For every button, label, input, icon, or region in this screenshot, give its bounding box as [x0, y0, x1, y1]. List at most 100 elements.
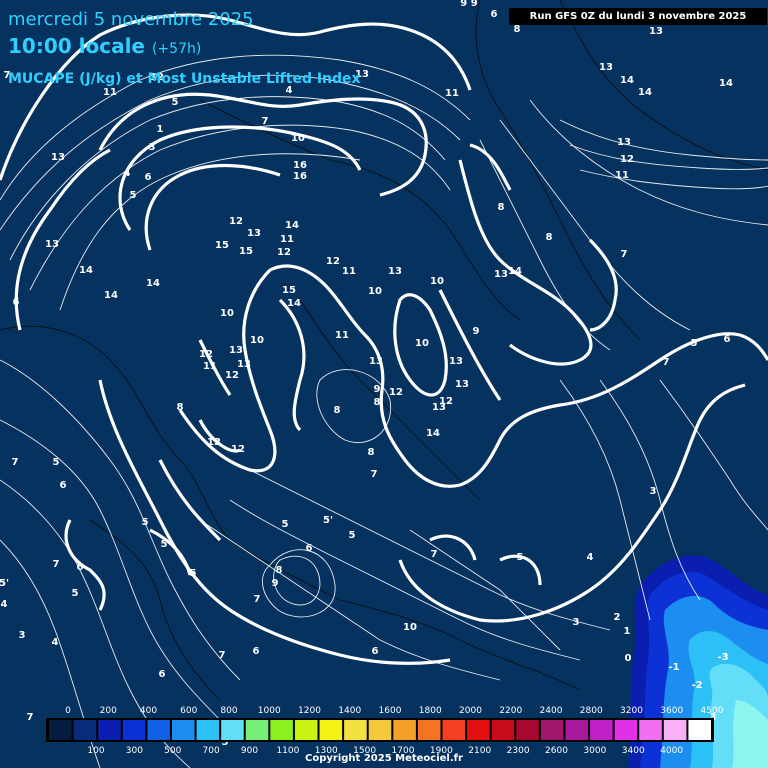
- legend-swatch: [98, 720, 121, 740]
- contour-label: 7: [371, 469, 378, 480]
- contour-label: 7: [621, 249, 628, 260]
- legend-top-label: 1600: [379, 706, 402, 716]
- contour-label: 13: [617, 137, 631, 148]
- contour-label: 11: [103, 87, 117, 98]
- contour-label: 3: [19, 630, 26, 641]
- contour-label: 15: [282, 285, 296, 296]
- contour-label: 9: [272, 578, 279, 589]
- contour-label: 13: [369, 356, 383, 367]
- contour-label: 5: [282, 519, 289, 530]
- contour-label: 16: [293, 171, 307, 182]
- contour-label: 13: [388, 266, 402, 277]
- legend-bottom-label: 300: [126, 746, 143, 756]
- contour-label: 6: [60, 480, 67, 491]
- legend-bottom-label: 2300: [507, 746, 530, 756]
- legend-top-label: 800: [220, 706, 237, 716]
- contour-label: 7: [262, 116, 269, 127]
- legend-swatch: [147, 720, 170, 740]
- contour-label: 5: [190, 568, 197, 579]
- contour-label: 10: [430, 276, 444, 287]
- contour-label: 14: [426, 428, 440, 439]
- legend-top-label: 200: [100, 706, 117, 716]
- legend-swatch: [417, 720, 441, 740]
- contour-label: 5: [349, 530, 356, 541]
- contour-label: 12: [207, 437, 221, 448]
- contour-label: 11: [335, 330, 349, 341]
- contour-label: 11: [203, 361, 217, 372]
- contour-label: 12: [389, 387, 403, 398]
- legend-bottom-label: 500: [164, 746, 181, 756]
- coastlines: [0, 0, 768, 701]
- legend-top-label: 4500: [701, 706, 724, 716]
- contour-label: 7: [12, 457, 19, 468]
- contour-label: 8: [498, 202, 505, 213]
- legend-swatch: [393, 720, 416, 740]
- legend-top-label: 1800: [419, 706, 442, 716]
- legend-swatch: [540, 720, 564, 740]
- contour-label: 12: [620, 154, 634, 165]
- legend-swatch: [245, 720, 269, 740]
- legend-swatch: [368, 720, 392, 740]
- contour-label: 13: [432, 402, 446, 413]
- contour-label: 0: [625, 653, 632, 664]
- legend-swatch: [319, 720, 343, 740]
- cape-legend: 0 200 400 600 800 1000 1200 1400 1600 1800 2000 220…: [46, 706, 724, 756]
- contour-label: 12: [326, 256, 340, 267]
- contour-label: 9 9: [460, 0, 477, 9]
- contour-label: 6: [145, 172, 152, 183]
- contour-label: 14: [79, 265, 93, 276]
- contour-label: 6: [77, 562, 84, 573]
- legend-swatch: [663, 720, 687, 740]
- contour-label: 5: [222, 737, 229, 748]
- legend-swatch: [442, 720, 466, 740]
- legend-swatch: [590, 720, 613, 740]
- legend-bottom-label: 900: [241, 746, 258, 756]
- contour-label: 5: [161, 539, 168, 550]
- legend-bottom-label: 2100: [468, 746, 491, 756]
- contour-label: 14: [638, 87, 652, 98]
- contour-label: 1: [157, 124, 164, 135]
- contour-label: 7: [27, 712, 34, 723]
- contour-label: 8: [276, 565, 283, 576]
- contour-label: 1: [624, 626, 631, 637]
- contour-label: 6: [491, 9, 498, 20]
- contour-label: 4: [52, 637, 59, 648]
- contour-label: 13: [649, 26, 663, 37]
- contour-label: 11: [280, 234, 294, 245]
- contour-label: 13: [247, 228, 261, 239]
- contour-label: 3: [650, 486, 657, 497]
- legend-swatch: [73, 720, 97, 740]
- contour-label: 10: [291, 133, 305, 144]
- contour-label: 14: [285, 220, 299, 231]
- contour-label: 16: [293, 160, 307, 171]
- contour-label: 8: [334, 405, 341, 416]
- legend-swatch: [516, 720, 539, 740]
- contour-label: 7: [53, 559, 60, 570]
- legend-top-label: 0: [65, 706, 71, 716]
- cape-shading: [628, 555, 768, 768]
- contour-label: 10: [368, 286, 382, 297]
- legend-top-label: 400: [140, 706, 157, 716]
- legend-swatch: [270, 720, 293, 740]
- legend-swatch: [49, 720, 72, 740]
- legend-bottom-label: 1100: [276, 746, 299, 756]
- legend-bottom-label: 100: [87, 746, 104, 756]
- contour-label: 6: [253, 646, 260, 657]
- contour-label: 3: [573, 617, 580, 628]
- contour-label: -3: [717, 652, 728, 663]
- contour-label: 6: [724, 334, 731, 345]
- legend-top-label: 3200: [620, 706, 643, 716]
- contour-label: 13: [45, 239, 59, 250]
- legend-bottom-label: 4000: [660, 746, 683, 756]
- parameter-title: MUCAPE (J/kg) et Most Unstable Lifted In…: [8, 71, 361, 87]
- legend-top-label: 3600: [660, 706, 683, 716]
- forecast-time: 10:00 locale (+57h): [8, 34, 201, 58]
- legend-bottom-label: 2600: [545, 746, 568, 756]
- contour-label: 11: [445, 88, 459, 99]
- legend-top-label: 600: [180, 706, 197, 716]
- contour-label: 8: [374, 397, 381, 408]
- contour-label: 13: [229, 345, 243, 356]
- contour-label: 14: [146, 278, 160, 289]
- contour-label: 11: [615, 170, 629, 181]
